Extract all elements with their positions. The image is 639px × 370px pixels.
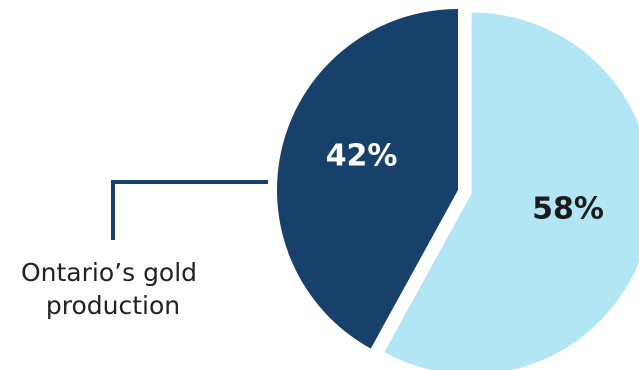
pie-slice-58 — [384, 12, 639, 370]
pie-slice-42 — [277, 9, 458, 349]
pie-slices — [277, 9, 639, 370]
annotation-line-1: Ontario’s gold — [21, 258, 197, 287]
slice-label-58: 58% — [532, 192, 604, 227]
annotation-line-2: production — [46, 291, 180, 320]
annotation-label: Ontario’s gold production — [21, 258, 205, 320]
slice-labels: 42% 58% — [326, 139, 604, 227]
annotation-leader-line — [111, 180, 268, 240]
slice-label-42: 42% — [326, 139, 398, 174]
